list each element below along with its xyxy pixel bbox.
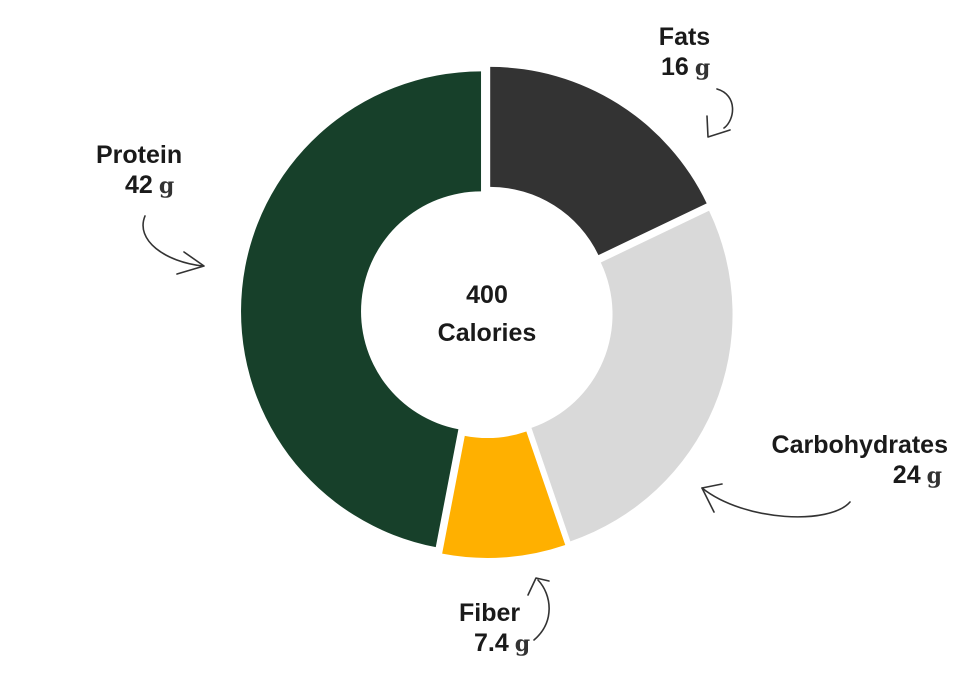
- donut-slice-carbohydrates: [531, 210, 733, 542]
- slice-amount-protein: 42 g: [96, 170, 182, 201]
- protein-arrowhead-icon: [176, 251, 205, 275]
- slice-name-fiber: Fiber: [459, 599, 521, 627]
- center-calories-value: 400: [466, 281, 508, 309]
- slice-name-fats: Fats: [658, 23, 711, 51]
- label-fiber: Fiber 7.4 g: [459, 598, 530, 659]
- slice-value-fiber: 7.4: [474, 629, 509, 657]
- fiber-arrow-icon: [533, 579, 550, 641]
- slice-amount-fiber: 7.4 g: [459, 628, 530, 659]
- donut-slice-protein: [241, 71, 482, 548]
- slice-name-carbohydrates: Carbohydrates: [771, 431, 948, 459]
- donut-slice-fats: [490, 66, 707, 256]
- slice-value-carbohydrates: 24: [892, 461, 921, 489]
- slice-unit-fiber: g: [514, 631, 531, 657]
- label-carbohydrates: Carbohydrates 24 g: [756, 430, 948, 491]
- fats-arrowhead-icon: [706, 115, 731, 138]
- slice-value-protein: 42: [125, 171, 153, 199]
- slice-unit-protein: g: [158, 173, 175, 199]
- center-total: 400 Calories: [387, 276, 587, 352]
- label-fats: Fats 16 g: [651, 22, 710, 83]
- protein-arrow-icon: [142, 215, 204, 267]
- slice-amount-carbohydrates: 24 g: [756, 460, 948, 491]
- center-calories-label: Calories: [437, 319, 537, 347]
- carbohydrates-arrowhead-icon: [701, 483, 723, 513]
- slice-name-protein: Protein: [96, 141, 183, 169]
- slice-value-fats: 16: [661, 53, 689, 81]
- fiber-arrowhead-icon: [527, 577, 550, 596]
- carbohydrates-arrow-icon: [701, 487, 851, 518]
- slice-unit-fats: g: [694, 55, 711, 81]
- donut-slice-fiber: [442, 431, 566, 558]
- fats-arrow-icon: [716, 88, 734, 129]
- label-protein: Protein 42 g: [96, 140, 182, 201]
- slice-unit-carbohydrates: g: [926, 463, 942, 489]
- slice-amount-fats: 16 g: [651, 52, 710, 83]
